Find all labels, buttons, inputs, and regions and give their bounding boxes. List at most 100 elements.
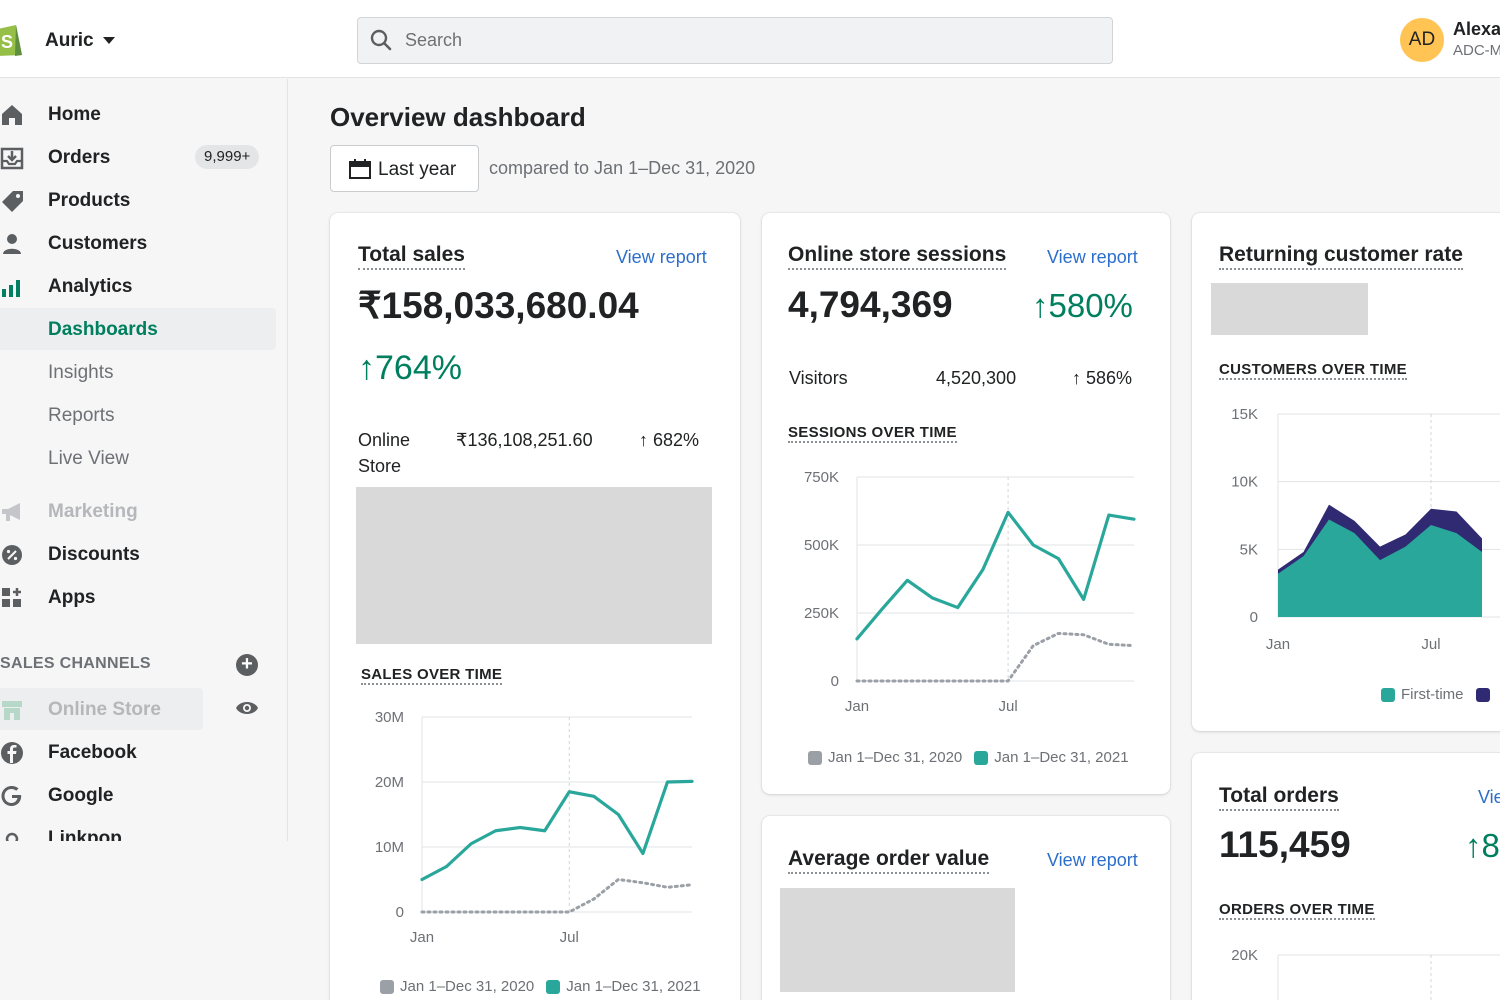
sidebar-item-home[interactable]: Home (0, 93, 276, 135)
legend-swatch (808, 750, 822, 765)
total-sales-value: ₹158,033,680.04 (358, 285, 639, 326)
online-store-sessions-card: Online store sessions View report 4,794,… (762, 213, 1170, 794)
store-name[interactable]: Auric (45, 30, 94, 51)
user-shop-name: ADC-M (1453, 42, 1500, 59)
sidebar-item-label: Online Store (48, 699, 161, 720)
view-report-link[interactable]: View report (616, 247, 707, 267)
sidebar-item-marketing[interactable]: Marketing (0, 490, 276, 532)
visitors-label: Visitors (789, 368, 848, 388)
card-title[interactable]: Returning customer rate (1219, 243, 1463, 270)
sidebar-item-analytics[interactable]: Analytics (0, 265, 276, 307)
card-title[interactable]: Online store sessions (788, 243, 1007, 270)
sidebar-item-orders[interactable]: Orders 9,999+ (0, 136, 276, 178)
search-placeholder: Search (405, 30, 463, 50)
visitors-value: 4,520,300 (936, 368, 1017, 388)
sidebar-item-live-view[interactable]: Live View (0, 437, 276, 479)
sidebar-item-products[interactable]: Products (0, 179, 276, 221)
sidebar-item-linkpop[interactable]: Linkpop (0, 817, 276, 841)
chart-title[interactable]: SALES OVER TIME (361, 666, 503, 685)
orders-count-badge: 9,999+ (195, 145, 260, 169)
channel-label: Online (358, 430, 411, 450)
sidebar-item-apps[interactable]: Apps (0, 576, 276, 618)
y-tick-label: 250K (804, 605, 839, 622)
card-title[interactable]: Total orders (1219, 784, 1339, 811)
sidebar-item-label: Facebook (48, 742, 137, 763)
chart-title[interactable]: SESSIONS OVER TIME (788, 424, 957, 443)
channel-growth: ↑ 682% (639, 430, 700, 450)
person-icon (3, 234, 21, 254)
legend-swatch (974, 750, 989, 765)
home-icon (2, 105, 22, 125)
user-name[interactable]: Alexa (1453, 19, 1500, 39)
returning-customer-rate-card: Returning customer rate CUSTOMERS OVER T… (1192, 213, 1500, 731)
chart-legend: First-time (1381, 686, 1496, 703)
sidebar-item-label: Marketing (48, 501, 138, 522)
comparison-text: compared to Jan 1–Dec 31, 2020 (489, 158, 756, 178)
view-report-link[interactable]: Vie (1478, 787, 1500, 807)
chart-legend: Jan 1–Dec 31, 2020 Jan 1–Dec 31, 2021 (380, 978, 701, 995)
megaphone-icon (2, 503, 20, 521)
legend-swatch (380, 979, 394, 994)
sidebar-item-label: Google (48, 785, 114, 806)
sidebar-item-label: Apps (48, 587, 96, 608)
legend-label: Jan 1–Dec 31, 2020 (828, 749, 963, 766)
series-line-2020 (420, 878, 694, 914)
channel-value: ₹136,108,251.60 (456, 430, 593, 450)
add-channel-button[interactable]: + (236, 654, 258, 676)
y-tick-label: 30M (375, 709, 404, 726)
shopify-logo-icon[interactable]: S (0, 20, 24, 58)
chart-placeholder (356, 487, 712, 644)
channel-label-line2: Store (358, 456, 402, 476)
value-placeholder (1211, 283, 1368, 335)
growth-indicator: ↑580% (1032, 287, 1133, 324)
caret-down-icon[interactable] (103, 37, 115, 44)
y-tick-label: 0 (396, 904, 404, 921)
y-tick-label: 20K (1231, 947, 1258, 964)
sidebar-item-discounts[interactable]: Discounts (0, 533, 276, 575)
sidebar: Home Orders 9,999+ Products Customers An… (0, 79, 288, 841)
sidebar-item-label: Analytics (48, 276, 133, 297)
orders-icon (0, 147, 24, 170)
sidebar-item-insights[interactable]: Insights (0, 351, 276, 393)
sidebar-item-label: Discounts (48, 544, 140, 565)
average-order-value-card: Average order value View report (762, 816, 1170, 1000)
series-line-2021 (420, 779, 694, 882)
legend-label: Jan 1–Dec 31, 2020 (400, 978, 535, 995)
view-report-link[interactable]: View report (1047, 247, 1138, 267)
eye-icon[interactable] (235, 699, 259, 717)
sidebar-item-facebook[interactable]: Facebook (0, 731, 276, 773)
avatar[interactable]: AD (1400, 18, 1444, 62)
series-line-2020 (855, 631, 1136, 683)
top-bar: S Auric Search AD Alexa ADC-M (0, 0, 1500, 78)
chart-title[interactable]: CUSTOMERS OVER TIME (1219, 361, 1407, 380)
visitors-growth: ↑ 586% (1072, 368, 1133, 388)
chart-title[interactable]: ORDERS OVER TIME (1219, 901, 1375, 920)
customers-area-chart: 0 5K 10K 15K Jan Jul (1231, 406, 1500, 653)
view-report-link[interactable]: View report (1047, 850, 1138, 870)
sidebar-item-reports[interactable]: Reports (0, 394, 276, 436)
legend-swatch (1381, 687, 1395, 702)
sales-channels-title: SALES CHANNELS (0, 655, 151, 672)
sidebar-item-label: Products (48, 190, 131, 211)
chart-legend: Jan 1–Dec 31, 2020 Jan 1–Dec 31, 2021 (808, 749, 1129, 766)
legend-swatch (546, 979, 561, 994)
legend-label: Jan 1–Dec 31, 2021 (994, 749, 1129, 766)
search-input[interactable] (357, 17, 1113, 64)
sidebar-item-customers[interactable]: Customers (0, 222, 276, 264)
sidebar-item-dashboards[interactable]: Dashboards (0, 308, 276, 350)
bar-chart-icon (2, 280, 20, 297)
store-icon (2, 701, 22, 720)
y-tick-label: 0 (1250, 609, 1258, 626)
series-line-2021 (855, 510, 1136, 641)
sidebar-item-label: Home (48, 104, 101, 125)
card-title[interactable]: Total sales (358, 243, 465, 270)
sidebar-item-online-store[interactable]: Online Store (0, 688, 276, 730)
growth-indicator: ↑8 (1465, 827, 1500, 864)
discount-icon (2, 545, 22, 565)
series-area-first-time (1278, 519, 1482, 617)
x-tick-label: Jan (845, 698, 869, 715)
date-range-button[interactable]: Last year (330, 145, 479, 192)
card-title[interactable]: Average order value (788, 847, 990, 874)
sidebar-item-google[interactable]: Google (0, 774, 276, 816)
calendar-icon (349, 159, 371, 179)
